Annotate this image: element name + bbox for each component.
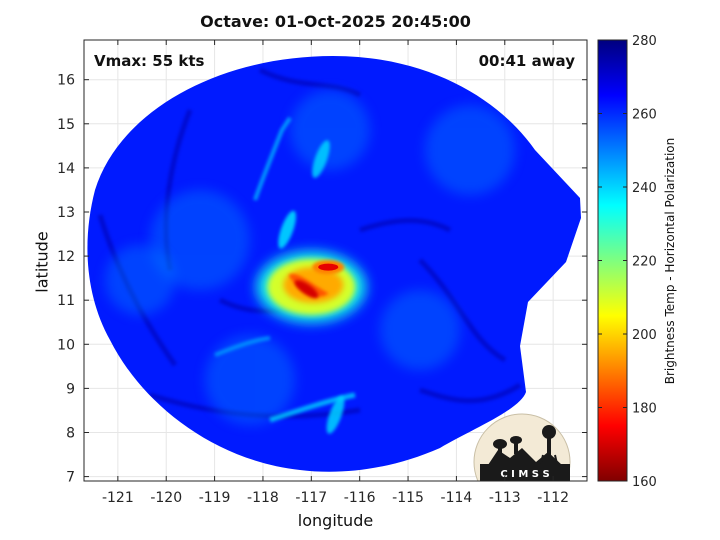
y-axis: 7 8 9 10 11 12 13 14 15 16 [57, 73, 587, 486]
colorbar-tick-label: 260 [632, 108, 657, 123]
x-tick-label: -115 [392, 490, 424, 506]
time-away-annotation: 00:41 away [478, 52, 575, 70]
x-tick-label: -120 [150, 490, 182, 506]
eyewall-core [294, 280, 319, 299]
warm-patch [105, 245, 175, 315]
y-tick-label: 13 [57, 205, 75, 221]
warm-patch [290, 90, 370, 170]
colorbar-label: Brightness Temp - Horizontal Polarizatio… [663, 137, 677, 385]
x-tick-label: -112 [537, 490, 569, 506]
cimss-logo-text: C I M S S [500, 469, 549, 480]
x-tick-label: -121 [102, 490, 134, 506]
axes-frame [83, 39, 588, 482]
x-axis: -121 -120 -119 -118 -117 -116 -115 -114 -113 -112 [102, 40, 569, 506]
rainband [269, 392, 356, 423]
colorbar-axis: 160 180 200 220 240 260 280 [598, 34, 657, 490]
cold-cloud-streak [359, 218, 452, 233]
colorbar-tick-label: 240 [632, 181, 657, 196]
rainband [278, 210, 296, 249]
cold-cloud-streak [419, 382, 522, 404]
x-tick-label: -118 [247, 490, 279, 506]
x-tick-label: -117 [295, 490, 327, 506]
y-tick-label: 12 [57, 249, 75, 265]
cold-cloud-streak [258, 67, 362, 98]
colorbar-tick-label: 200 [632, 328, 657, 343]
colorbar-tick-label: 180 [632, 402, 657, 417]
y-tick-label: 11 [57, 293, 75, 309]
cold-spot [318, 263, 339, 271]
y-tick-label: 9 [66, 381, 75, 397]
y-tick-label: 7 [66, 470, 75, 486]
swath-texture [97, 67, 522, 434]
warm-patch [425, 105, 515, 195]
vmax-annotation: Vmax: 55 kts [94, 52, 205, 70]
rainband [253, 116, 292, 201]
cimss-logo: C I M S S [473, 413, 571, 481]
colorbar-tick-label: 220 [632, 255, 657, 270]
rainband [326, 395, 345, 434]
y-tick-label: 16 [57, 73, 75, 89]
warm-patch [150, 190, 250, 290]
chart-title: Octave: 01-Oct-2025 20:45:00 [200, 12, 471, 31]
y-tick-label: 14 [57, 161, 75, 177]
warm-patch [380, 290, 460, 370]
x-tick-label: -113 [489, 490, 521, 506]
rainband [214, 336, 271, 357]
y-axis-label: latitude [32, 231, 52, 293]
x-tick-label: -119 [199, 490, 231, 506]
warm-patch [205, 335, 295, 425]
y-tick-label: 10 [57, 337, 75, 353]
x-tick-label: -116 [344, 490, 376, 506]
x-tick-label: -114 [441, 490, 473, 506]
colorbar-tick-label: 160 [632, 475, 657, 490]
colorbar-tick-label: 280 [632, 34, 657, 49]
rainband [312, 140, 330, 178]
colorbar [597, 39, 628, 482]
microwave-swath [87, 56, 581, 472]
cold-cloud-streak [418, 258, 507, 363]
x-axis-label: longitude [297, 511, 374, 530]
y-tick-label: 15 [57, 117, 75, 133]
y-tick-label: 8 [66, 425, 75, 441]
